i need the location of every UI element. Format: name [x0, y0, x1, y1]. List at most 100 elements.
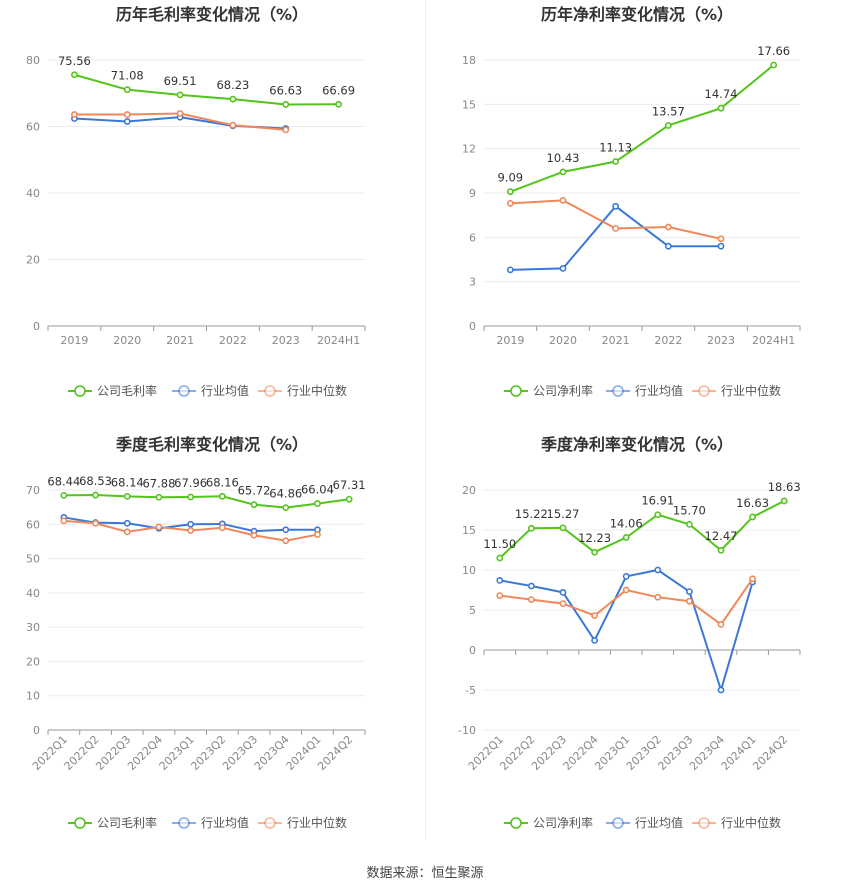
data-point-company: [314, 500, 321, 507]
data-point-median: [187, 527, 195, 534]
data-label: 12.47: [705, 529, 738, 543]
legend-label: 公司毛利率: [97, 383, 157, 398]
chart-title: 季度毛利率变化情况（%）: [115, 435, 308, 454]
data-label: 68.53: [79, 474, 112, 488]
data-label: 12.23: [578, 531, 611, 545]
data-label: 66.63: [269, 83, 302, 97]
legend-item-median: 行业中位数: [692, 815, 781, 830]
data-point-company: [664, 122, 672, 129]
data-label: 68.16: [206, 475, 239, 489]
data-point-company: [780, 497, 788, 505]
data-point-median: [60, 517, 68, 525]
y-tick-label: 30: [26, 621, 40, 634]
x-tick-label: 2019: [496, 334, 524, 347]
legend-item-company: 公司净利率: [504, 383, 593, 398]
y-tick-label: 0: [469, 320, 476, 333]
data-point-company: [155, 493, 163, 501]
data-point-avg: [717, 686, 725, 694]
legend-item-avg: 行业均值: [606, 383, 683, 398]
data-label: 64.86: [269, 487, 302, 501]
data-point-median: [559, 196, 567, 204]
chart-title: 历年净利率变化情况（%）: [541, 5, 733, 24]
y-tick-label: 15: [462, 98, 476, 111]
legend-marker: [612, 817, 624, 829]
x-tick-label: 2020: [113, 334, 141, 347]
data-point-median: [685, 597, 693, 605]
y-tick-label: 80: [26, 54, 40, 67]
data-label: 75.56: [58, 54, 91, 68]
data-point-median: [528, 596, 535, 603]
data-label: 10.43: [547, 151, 580, 165]
x-tick-label: 2022: [219, 334, 247, 347]
panel-divider: [425, 0, 426, 840]
y-tick-label: -5: [465, 684, 476, 697]
y-tick-label: 40: [26, 187, 40, 200]
data-point-median: [71, 111, 78, 118]
data-point-company: [528, 524, 535, 532]
data-point-median: [250, 531, 258, 539]
chart-title: 季度净利率变化情况（%）: [540, 435, 733, 454]
y-tick-label: 50: [26, 553, 40, 566]
x-tick-label: 2021: [602, 334, 630, 347]
series-line-avg: [510, 204, 721, 271]
data-point-avg: [622, 572, 630, 580]
data-label: 9.09: [498, 171, 524, 185]
y-tick-label: -10: [458, 724, 476, 737]
data-label: 67.96: [174, 476, 207, 490]
data-label: 15.27: [547, 507, 580, 521]
y-tick-label: 6: [469, 231, 476, 244]
data-point-median: [654, 593, 662, 601]
legend-item-median: 行业中位数: [258, 815, 347, 830]
data-point-avg: [591, 636, 598, 644]
x-tick-label: 2022: [654, 334, 682, 347]
legend-marker: [74, 385, 86, 397]
data-point-median: [717, 235, 725, 243]
data-label: 16.63: [736, 496, 769, 510]
data-point-company: [60, 491, 68, 499]
data-point-company: [218, 492, 226, 500]
series-line-company: [63, 494, 350, 509]
x-tick-label: 2023: [707, 334, 735, 347]
x-tick-label: 2024H1: [317, 334, 360, 347]
data-label: 68.23: [216, 78, 249, 92]
data-point-median: [218, 524, 226, 532]
data-point-company: [654, 511, 662, 519]
data-point-company: [250, 501, 258, 509]
data-point-median: [496, 592, 504, 599]
series-line-median: [499, 578, 754, 626]
data-source-note: 数据来源：恒生聚源: [366, 866, 484, 881]
data-point-avg: [506, 266, 514, 274]
data-point-company: [123, 492, 131, 500]
series-line-company: [499, 500, 785, 559]
y-tick-label: 40: [26, 587, 40, 600]
data-point-median: [92, 519, 99, 527]
legend-marker: [510, 817, 522, 829]
data-label: 71.08: [111, 69, 144, 83]
data-point-company: [591, 548, 598, 556]
data-point-company: [559, 524, 567, 532]
data-point-company: [749, 513, 756, 521]
data-point-median: [155, 523, 163, 531]
legend-item-avg: 行业均值: [606, 815, 683, 830]
chart-title: 历年毛利率变化情况（%）: [116, 5, 308, 24]
data-point-median: [314, 531, 321, 538]
x-tick-label: 2020: [549, 334, 577, 347]
chart-svg: 季度净利率变化情况（%）-10-5051015202022Q12022Q2202…: [458, 435, 801, 830]
data-point-company: [506, 188, 514, 196]
annual-gross-margin-chart: 历年毛利率变化情况（%） 0 20 40 60 80 2019 2020 2021 2022 202…: [0, 0, 425, 410]
data-point-company: [559, 168, 567, 176]
legend-marker: [698, 817, 710, 829]
data-label: 67.88: [142, 476, 175, 490]
y-tick-label: 20: [462, 484, 476, 497]
chart-svg: 历年净利率变化情况（%） 0 3 6 9 12 15 18 2019 2020 2021 2022 20…: [462, 5, 801, 398]
y-tick-label: 0: [469, 644, 476, 657]
y-tick-label: 5: [469, 604, 476, 617]
data-point-median: [717, 620, 725, 628]
legend-label: 行业均值: [635, 383, 683, 398]
data-label: 13.57: [652, 104, 685, 118]
data-point-company: [496, 554, 504, 562]
annual-net-margin-chart: 历年净利率变化情况（%） 0 3 6 9 12 15 18 2019 2020 2021 2022 20…: [425, 0, 850, 410]
legend-label: 公司净利率: [533, 383, 593, 398]
data-point-company: [335, 100, 342, 108]
data-point-company: [717, 104, 725, 112]
